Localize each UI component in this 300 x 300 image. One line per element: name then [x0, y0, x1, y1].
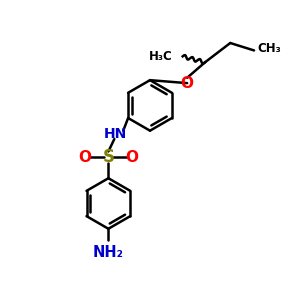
Text: O: O — [181, 76, 194, 91]
Text: HN: HN — [104, 127, 128, 141]
Text: O: O — [78, 150, 91, 165]
Text: NH₂: NH₂ — [93, 245, 124, 260]
Text: CH₃: CH₃ — [258, 42, 281, 55]
Text: H₃C: H₃C — [148, 50, 172, 63]
Text: O: O — [126, 150, 139, 165]
Text: S: S — [102, 148, 114, 166]
